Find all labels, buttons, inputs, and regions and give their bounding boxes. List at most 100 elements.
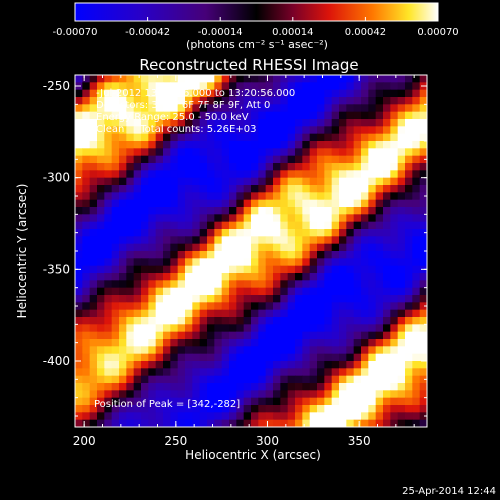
heatmap-cell: [185, 251, 193, 259]
heatmap-cell: [163, 383, 171, 391]
heatmap-cell: [273, 397, 281, 406]
heatmap-cell: [419, 405, 427, 413]
heatmap-cell: [97, 207, 105, 215]
heatmap-cell: [155, 75, 164, 83]
heatmap-cell: [207, 346, 215, 355]
heatmap-cell: [89, 155, 98, 164]
heatmap-cell: [368, 214, 377, 223]
heatmap-cell: [126, 412, 135, 421]
heatmap-cell: [148, 177, 157, 186]
heatmap-cell: [155, 82, 164, 91]
heatmap-cell: [346, 324, 355, 333]
heatmap-cell: [229, 192, 237, 201]
heatmap-cell: [287, 375, 296, 384]
heatmap-cell: [302, 390, 311, 399]
heatmap-cell: [353, 397, 362, 406]
heatmap-cell: [126, 111, 135, 120]
heatmap-cell: [397, 339, 406, 347]
heatmap-cell: [397, 133, 406, 142]
heatmap-cell: [346, 185, 355, 193]
heatmap-cell: [111, 126, 120, 135]
heatmap-cell: [280, 104, 289, 113]
heatmap-cell: [82, 280, 91, 289]
heatmap-cell: [243, 317, 252, 325]
heatmap-cell: [405, 229, 413, 237]
heatmap-cell: [258, 133, 267, 142]
heatmap-cell: [412, 243, 421, 252]
heatmap-cell: [148, 148, 157, 157]
heatmap-cell: [133, 346, 142, 355]
heatmap-cell: [243, 75, 252, 83]
heatmap-cell: [214, 309, 223, 318]
heatmap-cell: [236, 185, 245, 193]
heatmap-cell: [353, 104, 362, 113]
heatmap-cell: [324, 119, 333, 127]
heatmap-cell: [368, 368, 377, 377]
heatmap-cell: [111, 353, 120, 362]
heatmap-cell: [148, 163, 157, 171]
heatmap-cell: [221, 111, 230, 120]
heatmap-cell: [214, 104, 223, 113]
heatmap-cell: [89, 170, 98, 179]
heatmap-cell: [119, 141, 127, 149]
heatmap-cell: [82, 353, 91, 362]
heatmap-cell: [419, 133, 427, 142]
heatmap-cell: [368, 390, 377, 399]
heatmap-cell: [133, 236, 142, 245]
heatmap-cell: [148, 390, 157, 399]
heatmap-cell: [192, 185, 201, 193]
heatmap-cell: [170, 192, 179, 201]
heatmap-cell: [97, 368, 105, 377]
heatmap-cell: [390, 221, 399, 230]
heatmap-cell: [199, 309, 208, 318]
heatmap-cell: [397, 287, 406, 296]
heatmap-cell: [133, 287, 142, 296]
heatmap-cell: [251, 258, 259, 267]
heatmap-cell: [309, 199, 318, 208]
heatmap-cell: [199, 133, 208, 142]
heatmap-cell: [163, 192, 171, 201]
heatmap-cell: [383, 119, 391, 127]
heatmap-cell: [265, 375, 274, 384]
heatmap-cell: [258, 295, 267, 303]
heatmap-cell: [185, 199, 193, 208]
heatmap-cell: [317, 361, 325, 369]
heatmap-cell: [397, 148, 406, 157]
heatmap-cell: [412, 119, 421, 127]
heatmap-cell: [89, 339, 98, 347]
heatmap-cell: [339, 375, 347, 384]
heatmap-cell: [221, 412, 230, 421]
heatmap-cell: [412, 207, 421, 215]
heatmap-cell: [163, 119, 171, 127]
heatmap-cell: [375, 339, 384, 347]
heatmap-cell: [368, 273, 377, 281]
heatmap-cell: [346, 89, 355, 98]
heatmap-cell: [214, 383, 223, 391]
heatmap-cell: [229, 324, 237, 333]
heatmap-cell: [163, 126, 171, 135]
heatmap-cell: [339, 405, 347, 413]
heatmap-cell: [229, 258, 237, 267]
heatmap-cell: [97, 419, 105, 427]
heatmap-cell: [397, 199, 406, 208]
heatmap-cell: [104, 339, 113, 347]
heatmap-cell: [75, 287, 83, 296]
heatmap-cell: [199, 258, 208, 267]
heatmap-cell: [104, 375, 113, 384]
heatmap-cell: [104, 405, 113, 413]
heatmap-cell: [155, 331, 164, 340]
heatmap-cell: [405, 192, 413, 201]
heatmap-cell: [111, 185, 120, 193]
heatmap-cell: [265, 280, 274, 289]
heatmap-cell: [236, 287, 245, 296]
heatmap-cell: [375, 236, 384, 245]
heatmap-cell: [251, 368, 259, 377]
heatmap-cell: [273, 339, 281, 347]
heatmap-cell: [104, 89, 113, 98]
heatmap-cell: [119, 251, 127, 259]
heatmap-cell: [258, 89, 267, 98]
heatmap-cell: [221, 133, 230, 142]
heatmap-cell: [273, 295, 281, 303]
heatmap-cell: [280, 126, 289, 135]
heatmap-cell: [207, 207, 215, 215]
